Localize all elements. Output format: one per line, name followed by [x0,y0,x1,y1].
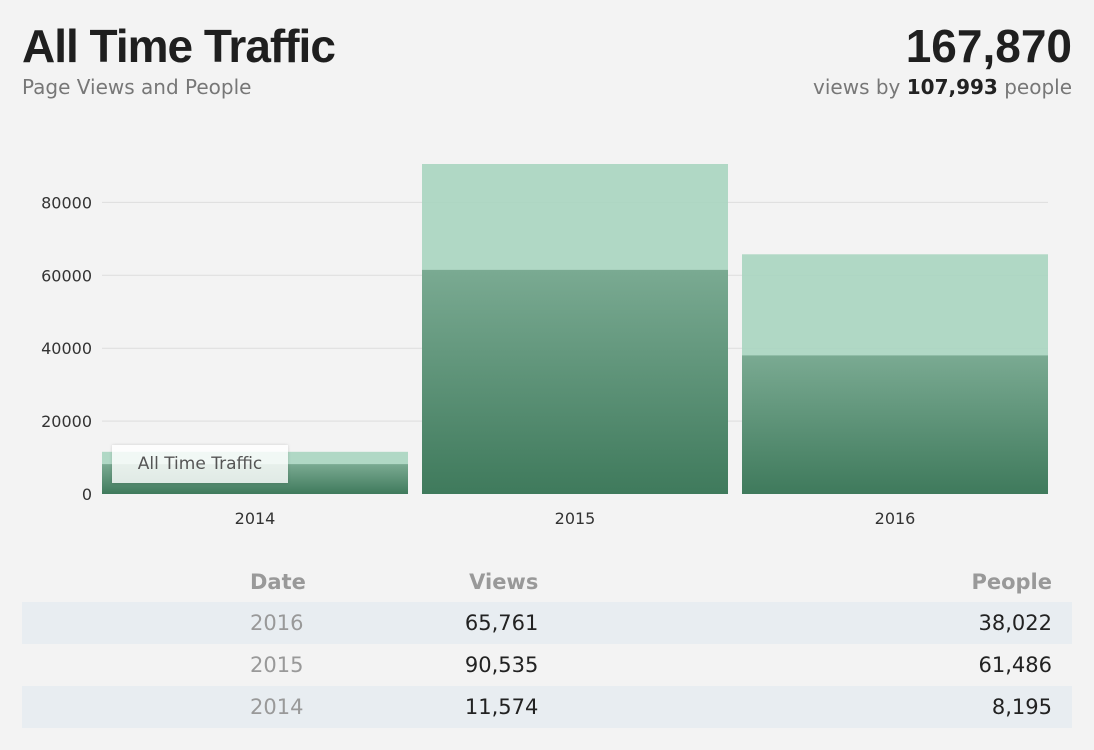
cell-views: 65,761 [371,602,934,644]
cell-date: 2014 [22,686,372,728]
table-row: 2014 11,574 8,195 [22,686,1072,728]
cell-people: 38,022 [933,602,1072,644]
table-row: 2015 90,535 61,486 [22,644,1072,686]
cell-date: 2016 [22,602,372,644]
y-axis: 0 20000 40000 60000 80000 [41,193,92,504]
cell-views: 90,535 [464,653,539,677]
page-subtitle: Page Views and People [22,75,252,99]
cell-people: 8,195 [933,686,1072,728]
x-tick-label: 2015 [555,509,596,528]
total-views: 167,870 [905,20,1072,72]
cell-people: 61,486 [978,653,1052,677]
page-title: All Time Traffic [22,20,336,72]
table-header-row: Date Views People [22,562,1072,602]
y-tick-label: 0 [82,485,92,504]
bar-people [742,355,1048,494]
bar-people [422,269,728,494]
x-tick-label: 2016 [875,509,916,528]
table-row: 2016 65,761 38,022 [22,602,1072,644]
people-label: people [1004,75,1072,99]
views-by-label: views by [813,75,901,99]
y-tick-label: 20000 [41,412,92,431]
x-tick-label: 2014 [235,509,276,528]
header: All Time Traffic Page Views and People 1… [22,18,1072,108]
y-tick-label: 60000 [41,266,92,285]
column-header-people[interactable]: People [971,570,1052,594]
y-tick-label: 40000 [41,339,92,358]
y-tick-label: 80000 [41,193,92,212]
total-people: 107,993 [906,75,998,99]
traffic-table: Date Views People 2016 65,761 38,022 201… [22,562,1072,728]
total-summary: views by 107,993 people [813,74,1072,100]
cell-date: 2015 [250,653,304,677]
column-header-views[interactable]: Views [469,570,539,594]
column-header-date[interactable]: Date [250,570,306,594]
chart-tooltip: All Time Traffic [112,445,288,483]
x-axis: 2014 2015 2016 [235,509,916,528]
cell-views: 11,574 [371,686,934,728]
